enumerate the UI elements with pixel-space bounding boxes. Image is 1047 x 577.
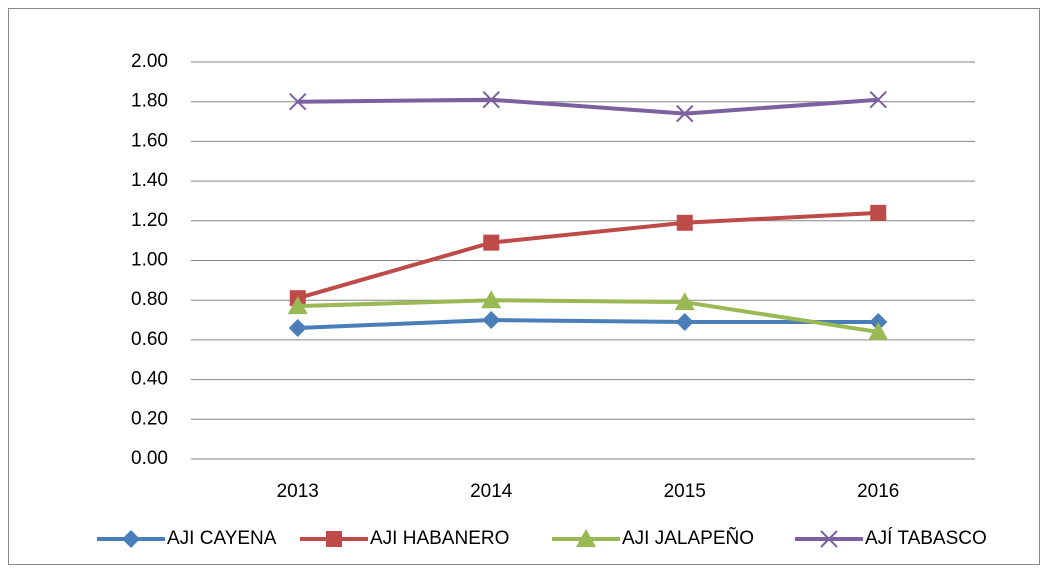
series-line	[297, 298, 879, 334]
series-line	[297, 210, 879, 301]
marker	[674, 292, 695, 311]
y-tick-label: 0.60	[131, 329, 168, 350]
marker	[326, 531, 342, 547]
marker	[482, 91, 500, 109]
marker	[287, 296, 308, 315]
y-tick-label: 1.60	[131, 130, 168, 151]
marker	[676, 104, 694, 123]
marker	[675, 313, 694, 332]
y-tick-label: 0.20	[131, 408, 168, 429]
x-tick-label: 2016	[857, 481, 899, 502]
marker	[676, 214, 693, 231]
y-tick-label: 0.80	[131, 289, 168, 310]
series-line	[297, 318, 879, 330]
legend-label: AJI JALAPEÑO	[622, 527, 754, 549]
y-tick-label: 1.00	[131, 250, 168, 271]
legend-label: AJÍ TABASCO	[865, 528, 987, 549]
marker	[868, 321, 889, 340]
series-line	[297, 97, 879, 116]
y-tick-label: 2.00	[131, 51, 168, 72]
marker	[869, 91, 887, 109]
y-tick-label: 0.40	[131, 369, 168, 390]
marker	[820, 530, 838, 548]
marker	[576, 529, 596, 547]
x-tick-label: 2015	[664, 481, 706, 502]
marker	[870, 204, 887, 221]
legend-label: AJI HABANERO	[370, 528, 509, 549]
marker	[122, 530, 140, 548]
legend-label: AJI CAYENA	[167, 528, 277, 549]
marker	[288, 318, 307, 337]
marker	[481, 290, 502, 309]
x-tick-label: 2014	[470, 481, 513, 502]
x-tick-label: 2013	[277, 481, 319, 502]
marker	[483, 234, 500, 251]
marker	[482, 311, 501, 330]
y-tick-label: 1.40	[131, 170, 168, 191]
marker	[289, 92, 307, 111]
y-tick-label: 0.00	[131, 448, 168, 469]
y-tick-label: 1.20	[131, 210, 168, 231]
y-tick-label: 1.80	[131, 91, 168, 112]
